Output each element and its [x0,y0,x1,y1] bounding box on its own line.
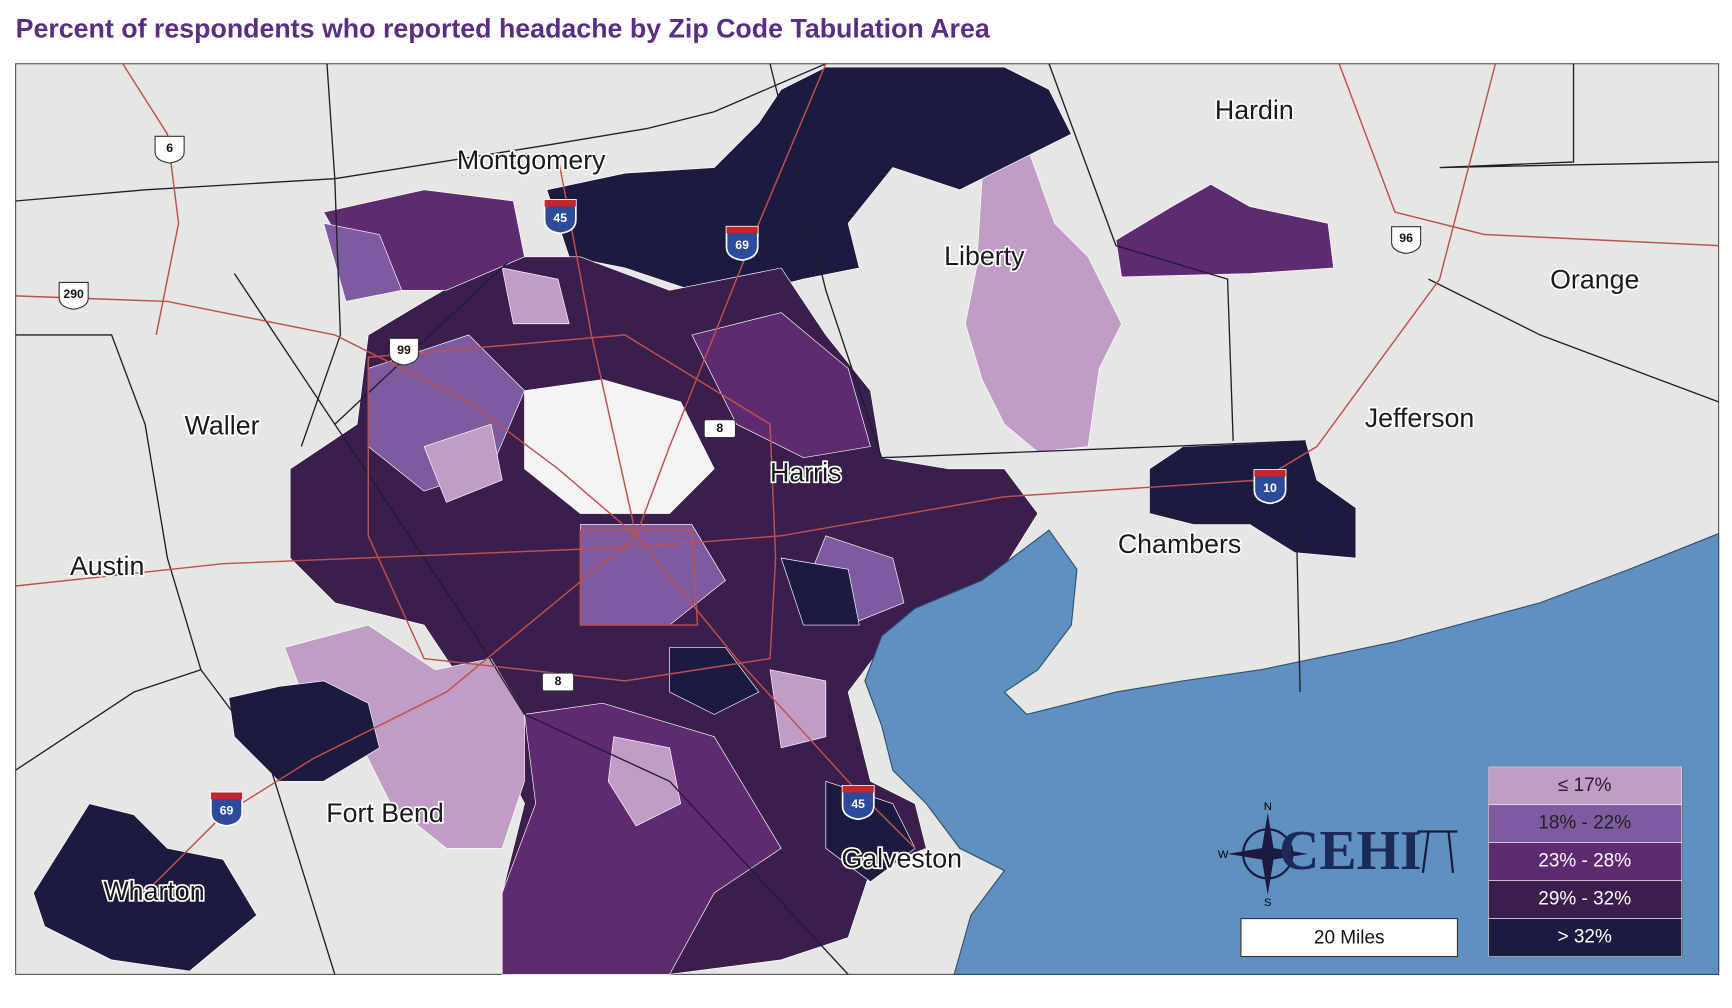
highway-label: 45 [553,211,567,225]
county-label: Hardin [1215,95,1294,125]
county-label: Wharton [103,876,204,906]
county-lines [15,63,1719,975]
zcta-region [501,267,570,325]
roads [15,63,1719,894]
interstate-band [210,792,243,800]
legend-swatch [1488,880,1683,919]
zcta-region [691,312,871,459]
county-label: Galveston [841,844,962,874]
interstate-band [726,226,758,234]
legend-swatch [1488,804,1683,843]
county-label: Harris [770,458,841,488]
interstate-shield [725,225,759,262]
highway-shields: 6 290 99 45 69 8 8 10 96 69 45 [58,135,1422,827]
legend-label: 23% - 28% [1538,851,1631,872]
interstate-shield [841,784,875,821]
interstate-shield [1253,469,1287,505]
county-label: Chambers [1118,529,1241,559]
legend-label: ≤ 17% [1558,775,1612,796]
interstate-band [544,199,576,207]
highway-label: 8 [716,421,723,435]
county-label: Orange [1550,264,1639,294]
zcta-region [501,702,782,975]
title: Percent of respondents who reported head… [16,13,991,43]
logo: N W S CEHI [1218,801,1458,909]
logo-text: CEHI [1279,820,1422,882]
us-shield [1391,226,1422,255]
legend-swatch [1488,766,1683,806]
zcta-region [769,669,827,749]
compass-w: W [1218,849,1229,861]
scale-label: 20 Miles [1314,928,1385,949]
us-shield [154,135,185,164]
highway-label: 45 [851,797,865,811]
scale-bar [1240,918,1459,958]
beltway-shield [703,419,736,439]
county-label: Austin [70,551,144,581]
county-label: Fort Bend [326,798,444,828]
interstate-shield [210,791,244,827]
us-shield [388,337,420,366]
zcta-region [780,557,860,626]
zcta-region [33,803,258,972]
compass-rose [1227,812,1308,896]
interstate-band [842,785,874,793]
county-label: Jefferson [1365,403,1475,433]
zcta-region [1115,183,1334,278]
highway-label: 8 [555,674,562,688]
legend-label: > 32% [1558,927,1612,948]
compass-n: N [1264,801,1272,813]
county-labels: Montgomery Hardin Liberty Orange Waller Jeffe… [68,93,1641,908]
legend-label: 18% - 22% [1538,813,1631,834]
legend-swatch [1488,918,1683,957]
county-label: Waller [185,411,260,441]
compass-s: S [1264,897,1271,909]
highway-label: 6 [166,141,173,155]
highway-label: 69 [735,238,749,252]
interstate-band [1254,469,1286,477]
us-shield [58,281,89,310]
legend-label: 29% - 32% [1538,889,1631,910]
highway-label: 69 [220,804,234,818]
zcta-region [423,423,503,503]
zcta-region [964,144,1122,453]
logo-figures [1417,830,1458,873]
zcta-region [607,736,682,827]
interstate-shield [543,199,577,235]
highway-label: 99 [397,343,411,357]
highway-label: 96 [1399,231,1413,245]
compass-ring [1242,828,1294,880]
county-label: Montgomery [457,145,606,175]
county-label: Liberty [944,241,1025,271]
highway-label: 10 [1263,481,1277,495]
highway-label: 290 [63,287,84,301]
beltway-shield [541,672,575,692]
legend: ≤ 17% 18% - 22% 23% - 28% 29% - 32% > 32% [1488,766,1683,958]
